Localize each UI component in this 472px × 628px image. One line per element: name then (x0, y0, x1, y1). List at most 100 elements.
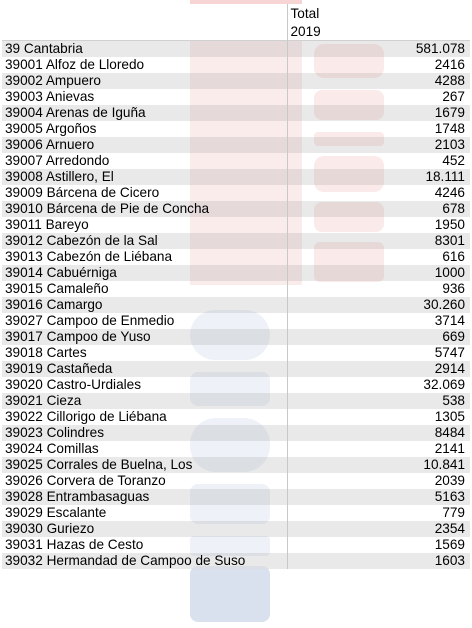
table-row: 39028 Entrambasaguas 5163 (2, 489, 470, 505)
municipality-name: 39006 Arnuero (2, 137, 287, 153)
municipality-name: 39017 Campoo de Yuso (2, 329, 287, 345)
table-row: 39013 Cabezón de Liébana 616 (2, 249, 470, 265)
header-total-label: Total (286, 4, 470, 22)
table-row: 39008 Astillero, El 18.111 (2, 169, 470, 185)
population-total: 452 (286, 153, 470, 169)
municipality-name: 39022 Cillorigo de Liébana (2, 409, 287, 425)
population-total: 267 (286, 89, 470, 105)
table-row: 39017 Campoo de Yuso 669 (2, 329, 470, 345)
table-row: 39003 Anievas 267 (2, 89, 470, 105)
population-total: 1679 (286, 105, 470, 121)
table-row: 39006 Arnuero 2103 (2, 137, 470, 153)
population-total: 1950 (286, 217, 470, 233)
table-row: 39005 Argoños 1748 (2, 121, 470, 137)
table-row: 39015 Camaleño 936 (2, 281, 470, 297)
population-total: 2914 (286, 361, 470, 377)
municipality-name: 39013 Cabezón de Liébana (2, 249, 287, 265)
table-row: 39016 Camargo 30.260 (2, 297, 470, 313)
table-row: 39007 Arredondo 452 (2, 153, 470, 169)
population-total: 3714 (286, 313, 470, 329)
table-row: 39024 Comillas 2141 (2, 441, 470, 457)
population-total: 2141 (286, 441, 470, 457)
municipality-name: 39015 Camaleño (2, 281, 287, 297)
table-row: 39011 Bareyo 1950 (2, 217, 470, 233)
municipality-name: 39007 Arredondo (2, 153, 287, 169)
header-year-label: 2019 (286, 22, 470, 41)
municipality-name: 39001 Alfoz de Lloredo (2, 57, 287, 73)
municipality-name: 39003 Anievas (2, 89, 287, 105)
population-total: 8301 (286, 233, 470, 249)
population-total: 538 (286, 393, 470, 409)
municipality-name: 39016 Camargo (2, 297, 287, 313)
population-total: 5163 (286, 489, 470, 505)
table-row: 39030 Guriezo 2354 (2, 521, 470, 537)
municipality-name: 39002 Ampuero (2, 73, 287, 89)
table-row: 39004 Arenas de Iguña 1679 (2, 105, 470, 121)
header-row-2: 2019 (2, 22, 470, 41)
population-total: 5747 (286, 345, 470, 361)
municipality-name: 39029 Escalante (2, 505, 287, 521)
table-row: 39014 Cabuérniga 1000 (2, 265, 470, 281)
municipality-name: 39008 Astillero, El (2, 169, 287, 185)
table-row: 39 Cantabria 581.078 (2, 40, 470, 57)
table-row: 39010 Bárcena de Pie de Concha 678 (2, 201, 470, 217)
municipality-name: 39023 Colindres (2, 425, 287, 441)
municipality-name: 39032 Hermandad de Campoo de Suso (2, 553, 287, 569)
municipality-name: 39030 Guriezo (2, 521, 287, 537)
table-row: 39031 Hazas de Cesto 1569 (2, 537, 470, 553)
population-total: 4288 (286, 73, 470, 89)
population-total: 616 (286, 249, 470, 265)
population-total: 669 (286, 329, 470, 345)
population-total: 2416 (286, 57, 470, 73)
table-row: 39019 Castañeda 2914 (2, 361, 470, 377)
municipality-name: 39031 Hazas de Cesto (2, 537, 287, 553)
municipality-name: 39 Cantabria (2, 40, 287, 57)
population-total: 581.078 (286, 40, 470, 57)
municipality-name: 39014 Cabuérniga (2, 265, 287, 281)
population-total: 2103 (286, 137, 470, 153)
population-total: 8484 (286, 425, 470, 441)
municipality-name: 39005 Argoños (2, 121, 287, 137)
population-total: 779 (286, 505, 470, 521)
table-row: 39025 Corrales de Buelna, Los 10.841 (2, 457, 470, 473)
population-total: 2354 (286, 521, 470, 537)
municipality-name: 39012 Cabezón de la Sal (2, 233, 287, 249)
table-row: 39012 Cabezón de la Sal 8301 (2, 233, 470, 249)
municipality-name: 39019 Castañeda (2, 361, 287, 377)
municipality-name: 39004 Arenas de Iguña (2, 105, 287, 121)
municipality-name: 39027 Campoo de Enmedio (2, 313, 287, 329)
population-total: 18.111 (286, 169, 470, 185)
population-total: 1603 (286, 553, 470, 569)
municipality-name: 39026 Corvera de Toranzo (2, 473, 287, 489)
municipality-name: 39024 Comillas (2, 441, 287, 457)
population-total: 32.069 (286, 377, 470, 393)
table-row: 39020 Castro-Urdiales 32.069 (2, 377, 470, 393)
municipality-name: 39011 Bareyo (2, 217, 287, 233)
population-table: Total 2019 39 Cantabria 581.078 39001 Alfo… (2, 4, 470, 569)
population-total: 4246 (286, 185, 470, 201)
population-total: 1748 (286, 121, 470, 137)
population-total: 30.260 (286, 297, 470, 313)
population-total: 1569 (286, 537, 470, 553)
municipality-name: 39010 Bárcena de Pie de Concha (2, 201, 287, 217)
municipality-name: 39021 Cieza (2, 393, 287, 409)
header-name-cell (2, 22, 287, 41)
population-total: 10.841 (286, 457, 470, 473)
header-row-1: Total (2, 4, 470, 22)
table-row: 39021 Cieza 538 (2, 393, 470, 409)
municipality-name: 39009 Bárcena de Cicero (2, 185, 287, 201)
municipality-name: 39020 Castro-Urdiales (2, 377, 287, 393)
table-row: 39026 Corvera de Toranzo 2039 (2, 473, 470, 489)
header-name-cell (2, 4, 287, 22)
table-row: 39029 Escalante 779 (2, 505, 470, 521)
table-row: 39032 Hermandad de Campoo de Suso 1603 (2, 553, 470, 569)
table-row: 39027 Campoo de Enmedio 3714 (2, 313, 470, 329)
table-row: 39018 Cartes 5747 (2, 345, 470, 361)
table-row: 39009 Bárcena de Cicero 4246 (2, 185, 470, 201)
municipality-name: 39025 Corrales de Buelna, Los (2, 457, 287, 473)
population-total: 936 (286, 281, 470, 297)
population-total: 678 (286, 201, 470, 217)
table-row: 39002 Ampuero 4288 (2, 73, 470, 89)
population-total: 1305 (286, 409, 470, 425)
table-row: 39023 Colindres 8484 (2, 425, 470, 441)
